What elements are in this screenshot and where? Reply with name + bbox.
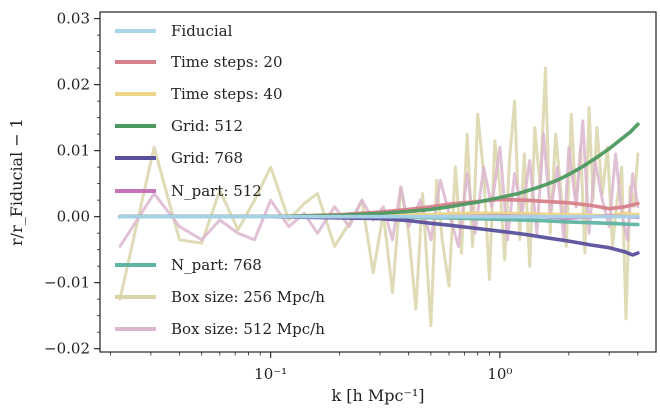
legend-label-0: Fiducial — [171, 22, 233, 40]
y-tick-label-0: −0.02 — [44, 340, 90, 358]
series-line-7 — [118, 66, 640, 328]
legend-label-4: Grid: 768 — [171, 149, 243, 167]
legend: Fiducial Time steps: 20 Time steps: 40 Grid… — [115, 22, 325, 338]
series-layer — [118, 66, 640, 328]
legend-label-7: Box size: 256 Mpc/h — [171, 288, 325, 306]
x-tick-label-0: 10⁻¹ — [254, 365, 287, 383]
series-line-3 — [118, 122, 640, 219]
legend-label-2: Time steps: 40 — [171, 85, 282, 103]
legend-label-3: Grid: 512 — [171, 117, 243, 135]
plot-frame — [99, 11, 657, 353]
x-tick-label-1: 10⁰ — [487, 365, 512, 383]
tick-layer: −0.02 −0.01 0.00 0.01 0.02 0.03 10⁻¹ 10⁰ — [44, 10, 639, 383]
legend-label-1: Time steps: 20 — [171, 53, 282, 71]
x-axis-label: k [h Mpc⁻¹] — [331, 386, 424, 405]
series-line-4 — [118, 214, 640, 257]
y-tick-label-4: 0.02 — [57, 76, 90, 94]
legend-label-8: Box size: 512 Mpc/h — [171, 320, 325, 338]
y-axis-label: r/r_Fiducial − 1 — [7, 118, 26, 246]
y-tick-label-2: 0.00 — [57, 208, 90, 226]
y-tick-label-3: 0.01 — [57, 142, 90, 160]
y-tick-label-5: 0.03 — [57, 10, 90, 28]
y-tick-label-1: −0.01 — [44, 274, 90, 292]
legend-label-6: N_part: 768 — [171, 256, 262, 274]
legend-label-5: N_part: 512 — [171, 182, 262, 200]
